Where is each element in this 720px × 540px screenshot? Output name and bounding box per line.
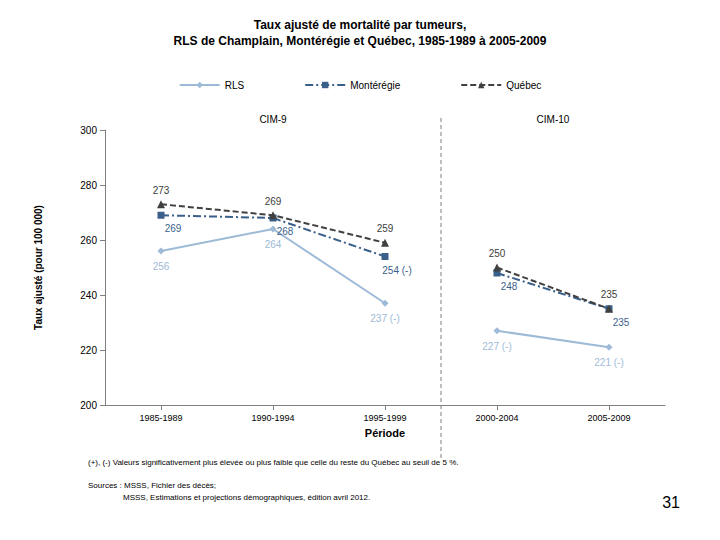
svg-text:220: 220 xyxy=(80,345,97,356)
svg-text:2005-2009: 2005-2009 xyxy=(587,413,630,423)
svg-text:269: 269 xyxy=(265,196,282,207)
svg-text:1995-1999: 1995-1999 xyxy=(363,413,406,423)
svg-text:CIM-9: CIM-9 xyxy=(259,114,287,125)
svg-text:235: 235 xyxy=(601,289,618,300)
svg-text:259: 259 xyxy=(377,223,394,234)
svg-text:240: 240 xyxy=(80,290,97,301)
svg-text:Période: Période xyxy=(365,427,405,439)
svg-text:(+), (-) Valeurs significative: (+), (-) Valeurs significativement plus … xyxy=(88,458,459,467)
svg-text:248: 248 xyxy=(501,281,518,292)
svg-text:RLS de Champlain, Montérégie e: RLS de Champlain, Montérégie et Québec, … xyxy=(174,34,547,48)
svg-text:227 (-): 227 (-) xyxy=(482,341,511,352)
svg-text:1985-1989: 1985-1989 xyxy=(139,413,182,423)
svg-text:250: 250 xyxy=(489,248,506,259)
svg-text:269: 269 xyxy=(165,223,182,234)
svg-text:264: 264 xyxy=(265,239,282,250)
svg-text:273: 273 xyxy=(153,185,170,196)
svg-text:200: 200 xyxy=(80,400,97,411)
svg-text:Taux ajusté de mortalité par t: Taux ajusté de mortalité par tumeurs, xyxy=(254,18,467,32)
svg-text:31: 31 xyxy=(662,494,680,511)
svg-text:CIM-10: CIM-10 xyxy=(537,114,570,125)
svg-text:MSSS, Estimations et projectio: MSSS, Estimations et projections démogra… xyxy=(123,493,370,502)
svg-text:221 (-): 221 (-) xyxy=(594,357,623,368)
svg-text:Montérégie: Montérégie xyxy=(350,80,400,91)
svg-text:300: 300 xyxy=(80,125,97,136)
svg-text:260: 260 xyxy=(80,235,97,246)
svg-text:Québec: Québec xyxy=(506,80,541,91)
svg-text:Taux ajusté (pour 100 000): Taux ajusté (pour 100 000) xyxy=(33,205,44,330)
svg-text:256: 256 xyxy=(153,261,170,272)
svg-text:280: 280 xyxy=(80,180,97,191)
svg-text:Sources : MSSS, Fichier des dé: Sources : MSSS, Fichier des décès; xyxy=(88,481,216,490)
svg-text:254 (-): 254 (-) xyxy=(382,265,411,276)
svg-text:2000-2004: 2000-2004 xyxy=(475,413,518,423)
svg-text:1990-1994: 1990-1994 xyxy=(251,413,294,423)
svg-text:RLS: RLS xyxy=(225,80,245,91)
svg-text:268: 268 xyxy=(277,226,294,237)
svg-text:235: 235 xyxy=(613,317,630,328)
svg-text:237 (-): 237 (-) xyxy=(370,313,399,324)
